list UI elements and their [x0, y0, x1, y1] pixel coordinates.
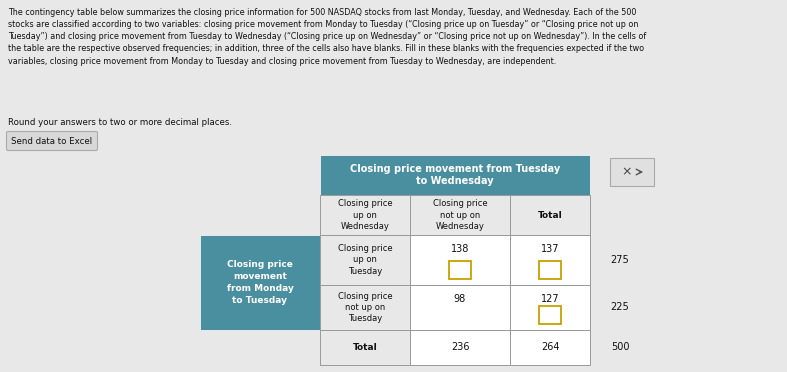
Text: 236: 236 — [451, 343, 469, 353]
Bar — [320, 285, 410, 330]
Bar — [510, 285, 590, 330]
Bar — [410, 195, 510, 235]
Bar — [410, 330, 510, 365]
Text: 500: 500 — [611, 343, 630, 353]
Bar — [510, 195, 590, 235]
Bar — [449, 261, 471, 279]
Text: 225: 225 — [611, 302, 630, 312]
Text: Closing price
not up on
Wednesday: Closing price not up on Wednesday — [433, 199, 487, 231]
Text: Closing price
up on
Wednesday: Closing price up on Wednesday — [338, 199, 392, 231]
Text: Total: Total — [538, 211, 563, 219]
Text: The contingency table below summarizes the closing price information for 500 NAS: The contingency table below summarizes t… — [8, 8, 646, 65]
Bar — [320, 195, 410, 235]
Bar — [510, 330, 590, 365]
Text: Closing price
not up on
Tuesday: Closing price not up on Tuesday — [338, 292, 392, 323]
Bar — [510, 235, 590, 285]
Bar — [610, 158, 654, 186]
FancyBboxPatch shape — [6, 131, 98, 151]
Text: 127: 127 — [541, 294, 560, 304]
Text: Round your answers to two or more decimal places.: Round your answers to two or more decima… — [8, 118, 232, 127]
Text: Total: Total — [353, 343, 378, 352]
Text: Closing price
up on
Tuesday: Closing price up on Tuesday — [338, 244, 392, 276]
Bar — [200, 235, 320, 330]
Bar — [320, 155, 590, 195]
Text: 137: 137 — [541, 244, 560, 254]
Bar — [410, 285, 510, 330]
Bar — [539, 261, 561, 279]
Text: 275: 275 — [611, 255, 630, 265]
Bar — [320, 235, 410, 285]
Bar — [410, 235, 510, 285]
Text: ×: × — [622, 166, 632, 179]
Text: Send data to Excel: Send data to Excel — [12, 137, 93, 145]
Bar — [539, 306, 561, 324]
Text: 264: 264 — [541, 343, 560, 353]
Text: Closing price
movement
from Monday
to Tuesday: Closing price movement from Monday to Tu… — [227, 260, 294, 305]
Text: Closing price movement from Tuesday
to Wednesday: Closing price movement from Tuesday to W… — [350, 164, 560, 186]
Text: 138: 138 — [451, 244, 469, 254]
Bar — [320, 330, 410, 365]
Text: 98: 98 — [454, 294, 466, 304]
